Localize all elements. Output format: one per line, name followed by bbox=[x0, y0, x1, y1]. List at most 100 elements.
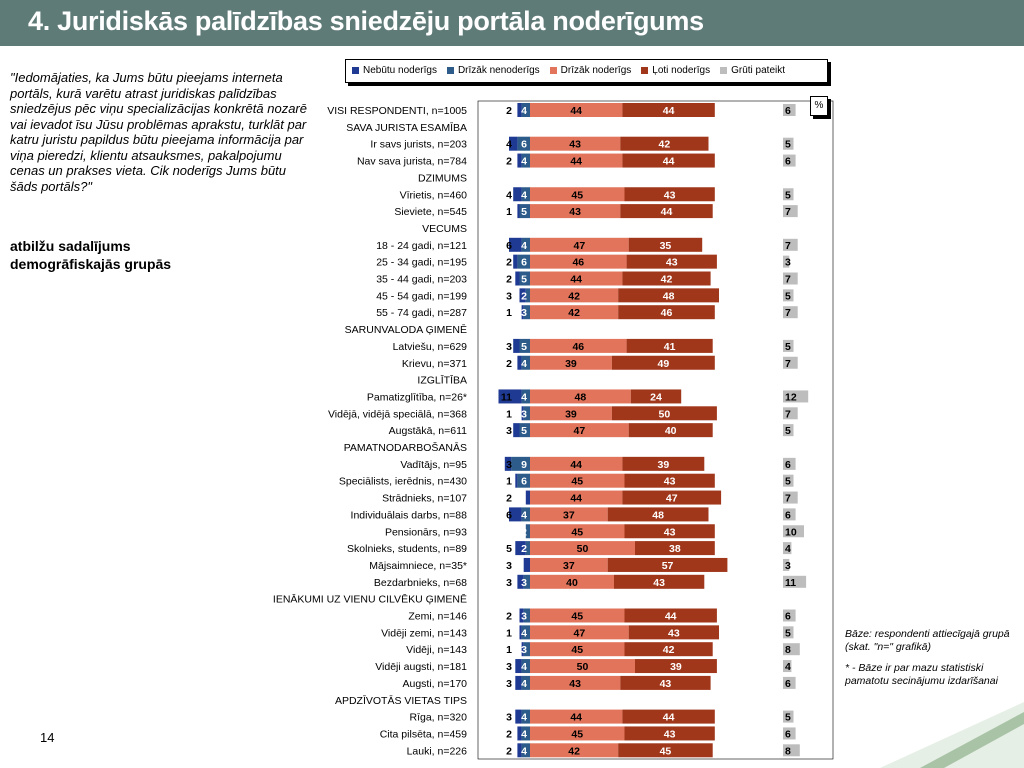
bar-segment bbox=[783, 205, 798, 218]
row-label: 55 - 74 gadi, n=287 bbox=[376, 307, 467, 319]
bar-segment bbox=[513, 423, 520, 438]
bar-segment bbox=[783, 710, 794, 723]
data-label: 2 bbox=[506, 257, 512, 269]
row-label: Bezdarbnieks, n=68 bbox=[374, 577, 467, 589]
data-label: 6 bbox=[785, 459, 791, 471]
bar-segment bbox=[517, 254, 530, 269]
bar-segment bbox=[530, 187, 625, 202]
bar-segment bbox=[628, 625, 719, 640]
bar-segment bbox=[530, 355, 612, 370]
bar-segment bbox=[783, 424, 794, 437]
bar-segment bbox=[519, 608, 524, 623]
bar-segment bbox=[620, 136, 709, 151]
data-label: 3 bbox=[521, 577, 527, 589]
bar-segment bbox=[504, 456, 512, 471]
bar-segment bbox=[607, 557, 728, 572]
bar-segment bbox=[519, 288, 526, 303]
data-label: 46 bbox=[661, 307, 673, 319]
row-label: Vidēji augsti, n=181 bbox=[375, 661, 467, 673]
legend-label: Ļoti noderīgs bbox=[652, 65, 711, 76]
bar-segment bbox=[783, 339, 794, 352]
bar-segment bbox=[783, 137, 794, 150]
bar-segment bbox=[521, 675, 530, 690]
row-label: Pamatizglītība, n=26* bbox=[367, 391, 467, 403]
bar-segment bbox=[783, 727, 796, 740]
category-header: PAMATNODARBOŠANĀS bbox=[344, 441, 467, 454]
bar-segment bbox=[530, 406, 612, 421]
data-label: 43 bbox=[664, 728, 676, 740]
bar-segment bbox=[521, 237, 530, 252]
chart-subtitle: atbilžu sadalījums demogrāfiskajās grupā… bbox=[10, 237, 210, 273]
data-label: 4 bbox=[785, 661, 791, 673]
bar-segment bbox=[622, 153, 715, 168]
base-note-text: Bāze: respondenti attiecīgajā grupā (ska… bbox=[845, 628, 1010, 653]
data-label: 4 bbox=[521, 189, 527, 201]
bar-segment bbox=[622, 709, 715, 724]
bar-segment bbox=[783, 474, 794, 487]
data-label: 44 bbox=[570, 712, 582, 724]
bar-segment bbox=[521, 305, 524, 320]
data-label: 43 bbox=[664, 476, 676, 488]
data-label: 1 bbox=[506, 476, 512, 488]
subtitle-line-1: atbilžu sadalījums bbox=[10, 238, 131, 254]
data-label: 8 bbox=[785, 745, 791, 757]
data-label: 45 bbox=[571, 611, 583, 623]
data-label: 4 bbox=[521, 745, 527, 757]
data-label: 42 bbox=[661, 274, 673, 286]
bar-segment bbox=[783, 289, 794, 302]
bar-segment bbox=[517, 355, 522, 370]
data-label: 6 bbox=[506, 240, 512, 252]
bar-segment bbox=[519, 338, 530, 353]
data-label: 45 bbox=[571, 644, 583, 656]
data-label: 1 bbox=[506, 408, 512, 420]
bar-segment bbox=[530, 726, 625, 741]
bar-segment bbox=[509, 237, 522, 252]
bar-segment bbox=[519, 625, 522, 640]
row-label: Mājsaimniece, n=35* bbox=[369, 560, 467, 572]
data-label: 40 bbox=[566, 577, 578, 589]
row-label: 35 - 44 gadi, n=203 bbox=[376, 274, 467, 286]
bar-segment bbox=[517, 574, 524, 589]
category-header: IZGLĪTĪBA bbox=[417, 375, 467, 387]
bar-segment bbox=[783, 676, 796, 689]
data-label: 3 bbox=[521, 307, 527, 319]
bar-segment bbox=[530, 103, 623, 117]
data-label: 45 bbox=[660, 745, 672, 757]
bar-segment bbox=[783, 238, 798, 251]
bar-segment bbox=[630, 389, 682, 404]
bar-segment bbox=[530, 490, 623, 505]
data-label: 46 bbox=[572, 341, 584, 353]
row-label: Lauki, n=226 bbox=[407, 745, 468, 757]
percent-unit-label: % bbox=[814, 100, 824, 111]
bar-segment bbox=[530, 507, 608, 522]
bar-segment bbox=[521, 153, 530, 168]
bar-segment bbox=[530, 709, 623, 724]
bar-segment bbox=[624, 473, 715, 488]
data-label: 4 bbox=[521, 712, 527, 724]
data-label: 5 bbox=[785, 476, 791, 488]
bar-segment bbox=[783, 643, 800, 656]
data-label: 4 bbox=[785, 543, 791, 555]
data-label: 5 bbox=[785, 425, 791, 437]
bar-segment bbox=[515, 271, 520, 286]
data-label: 39 bbox=[565, 408, 577, 420]
bar-segment bbox=[517, 726, 522, 741]
chart-legend: Nebūtu noderīgs Drīzāk nenoderīgs Drīzāk n… bbox=[345, 59, 828, 83]
data-label: 50 bbox=[577, 543, 589, 555]
data-label: 43 bbox=[660, 678, 672, 690]
row-label: Vidējā, vidējā speciālā, n=368 bbox=[328, 408, 467, 420]
data-label: 7 bbox=[785, 206, 791, 218]
bar-segment bbox=[622, 456, 705, 471]
bar-segment bbox=[523, 305, 530, 320]
row-label: 25 - 34 gadi, n=195 bbox=[376, 257, 467, 269]
bar-segment bbox=[783, 542, 792, 555]
data-label: 40 bbox=[665, 425, 677, 437]
legend-item: Ļoti noderīgs bbox=[641, 65, 710, 76]
legend-swatch bbox=[720, 67, 728, 74]
data-label: 43 bbox=[653, 577, 665, 589]
bar-segment bbox=[521, 625, 530, 640]
data-label: 42 bbox=[568, 745, 580, 757]
data-label: 44 bbox=[570, 105, 582, 117]
data-label: 35 bbox=[660, 240, 672, 252]
